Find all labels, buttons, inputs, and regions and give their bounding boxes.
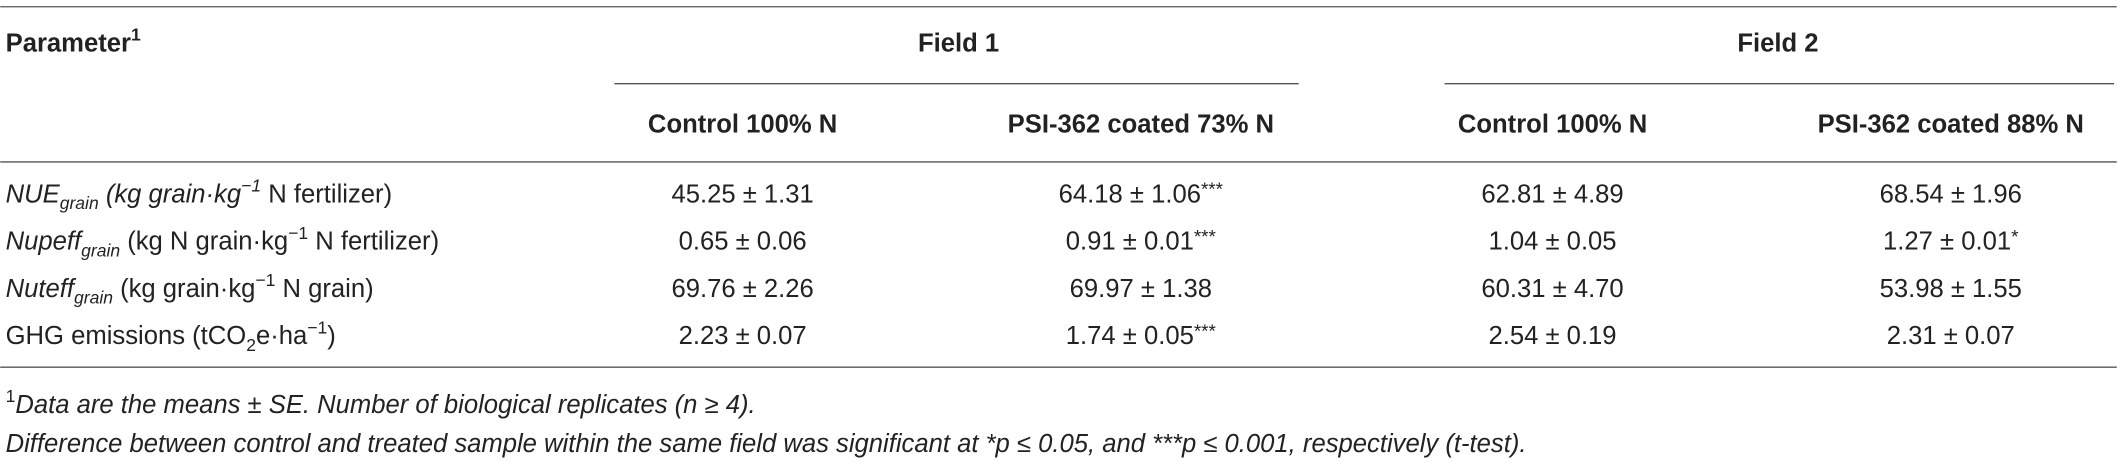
table-cell: 68.54 ± 1.96 (1880, 180, 2022, 208)
table-cell: 60.31 ± 4.70 (1481, 275, 1623, 303)
table-cell: 69.76 ± 2.26 (671, 275, 813, 303)
cell-value: 60.31 ± 4.70 (1481, 275, 1623, 303)
text-segment: Data are the means ± SE. Number of biolo… (15, 391, 755, 419)
cell-value: 1.27 ± 0.01 (1883, 228, 2011, 256)
cell-value: 2.23 ± 0.07 (679, 322, 807, 350)
rich-text: Nuteffgrain (kg grain·kg−1 N grain) (6, 270, 374, 308)
text-segment: Nupeff (6, 228, 84, 256)
table-cell: 0.65 ± 0.06 (679, 228, 807, 256)
cell-value: 62.81 ± 4.89 (1481, 180, 1623, 208)
cell-value: 68.54 ± 1.96 (1880, 180, 2022, 208)
text-segment: grain (81, 240, 120, 260)
column-header: PSI-362 coated 73% N (1008, 110, 1274, 138)
text-segment: grain (60, 193, 99, 213)
cell-value: 0.91 ± 0.01 (1066, 228, 1194, 256)
table-cell: 2.23 ± 0.07 (679, 322, 807, 350)
cell-value: 2.31 ± 0.07 (1887, 322, 2015, 350)
table-cell: 45.25 ± 1.31 (671, 180, 813, 208)
table-cell: 62.81 ± 4.89 (1481, 180, 1623, 208)
table-cell: 1.27 ± 0.01* (1883, 227, 2019, 256)
table-cell: 2.31 ± 0.07 (1887, 322, 2015, 350)
cell-value: 1.04 ± 0.05 (1489, 228, 1617, 256)
text-segment: 1 (6, 386, 16, 406)
text-segment: −1 (241, 176, 261, 196)
text-segment: Difference between control and treated s… (6, 430, 1527, 458)
rich-text: Parameter1 (6, 24, 141, 57)
table-cell: 0.91 ± 0.01*** (1066, 227, 1217, 256)
text-segment: −1 (288, 223, 308, 243)
text-segment: N fertilizer) (261, 180, 392, 208)
text-segment: 2 (246, 335, 256, 355)
text-segment: (kg N grain·kg (120, 228, 288, 256)
text-segment: N grain) (275, 275, 373, 303)
text-segment: grain (74, 288, 113, 308)
cell-value: 1.74 ± 0.05 (1066, 322, 1194, 350)
text-segment: (kg grain·kg (99, 180, 242, 208)
cell-value: 2.54 ± 0.19 (1489, 322, 1617, 350)
rich-text: GHG emissions (tCO2e·ha−1) (6, 317, 336, 355)
table-cell: 1.04 ± 0.05 (1489, 228, 1617, 256)
text-segment: N fertilizer) (308, 228, 439, 256)
significance-mark: *** (1201, 180, 1224, 201)
group-title: Field 1 (918, 29, 999, 57)
column-header: PSI-362 coated 88% N (1818, 110, 2084, 138)
cell-value: 53.98 ± 1.55 (1880, 275, 2022, 303)
significance-mark: *** (1194, 227, 1217, 248)
column-header: Control 100% N (1458, 110, 1647, 138)
text-segment: −1 (255, 270, 275, 290)
significance-mark: * (2011, 227, 2019, 248)
table-cell: 2.54 ± 0.19 (1489, 322, 1617, 350)
table-cell: 69.97 ± 1.38 (1070, 275, 1212, 303)
table-cell: 1.74 ± 0.05*** (1066, 321, 1217, 350)
table-cell: 53.98 ± 1.55 (1880, 275, 2022, 303)
text-segment: ) (327, 322, 336, 350)
rich-text: Difference between control and treated s… (6, 430, 1527, 458)
text-segment: GHG emissions (tCO (6, 322, 247, 350)
text-segment: NUE (6, 180, 61, 208)
cell-value: 64.18 ± 1.06 (1059, 180, 1201, 208)
rich-text: 1Data are the means ± SE. Number of biol… (6, 386, 756, 419)
cell-value: 0.65 ± 0.06 (679, 228, 807, 256)
text-segment: Parameter (6, 29, 131, 57)
table-cell: 64.18 ± 1.06*** (1059, 180, 1224, 209)
rich-text: NUEgrain (kg grain·kg−1 N fertilizer) (6, 176, 393, 214)
text-segment: (kg grain·kg (113, 275, 255, 303)
significance-mark: *** (1194, 321, 1217, 342)
text-segment: −1 (307, 317, 327, 337)
text-segment: e·ha (256, 322, 308, 350)
cell-value: 69.76 ± 2.26 (671, 275, 813, 303)
cell-value: 69.97 ± 1.38 (1070, 275, 1212, 303)
cell-value: 45.25 ± 1.31 (671, 180, 813, 208)
text-segment: Nuteff (6, 275, 77, 303)
group-title: Field 2 (1737, 29, 1818, 57)
text-segment: 1 (131, 24, 141, 44)
column-header: Control 100% N (648, 110, 837, 138)
rich-text: Nupeffgrain (kg N grain·kg−1 N fertilize… (6, 223, 440, 261)
